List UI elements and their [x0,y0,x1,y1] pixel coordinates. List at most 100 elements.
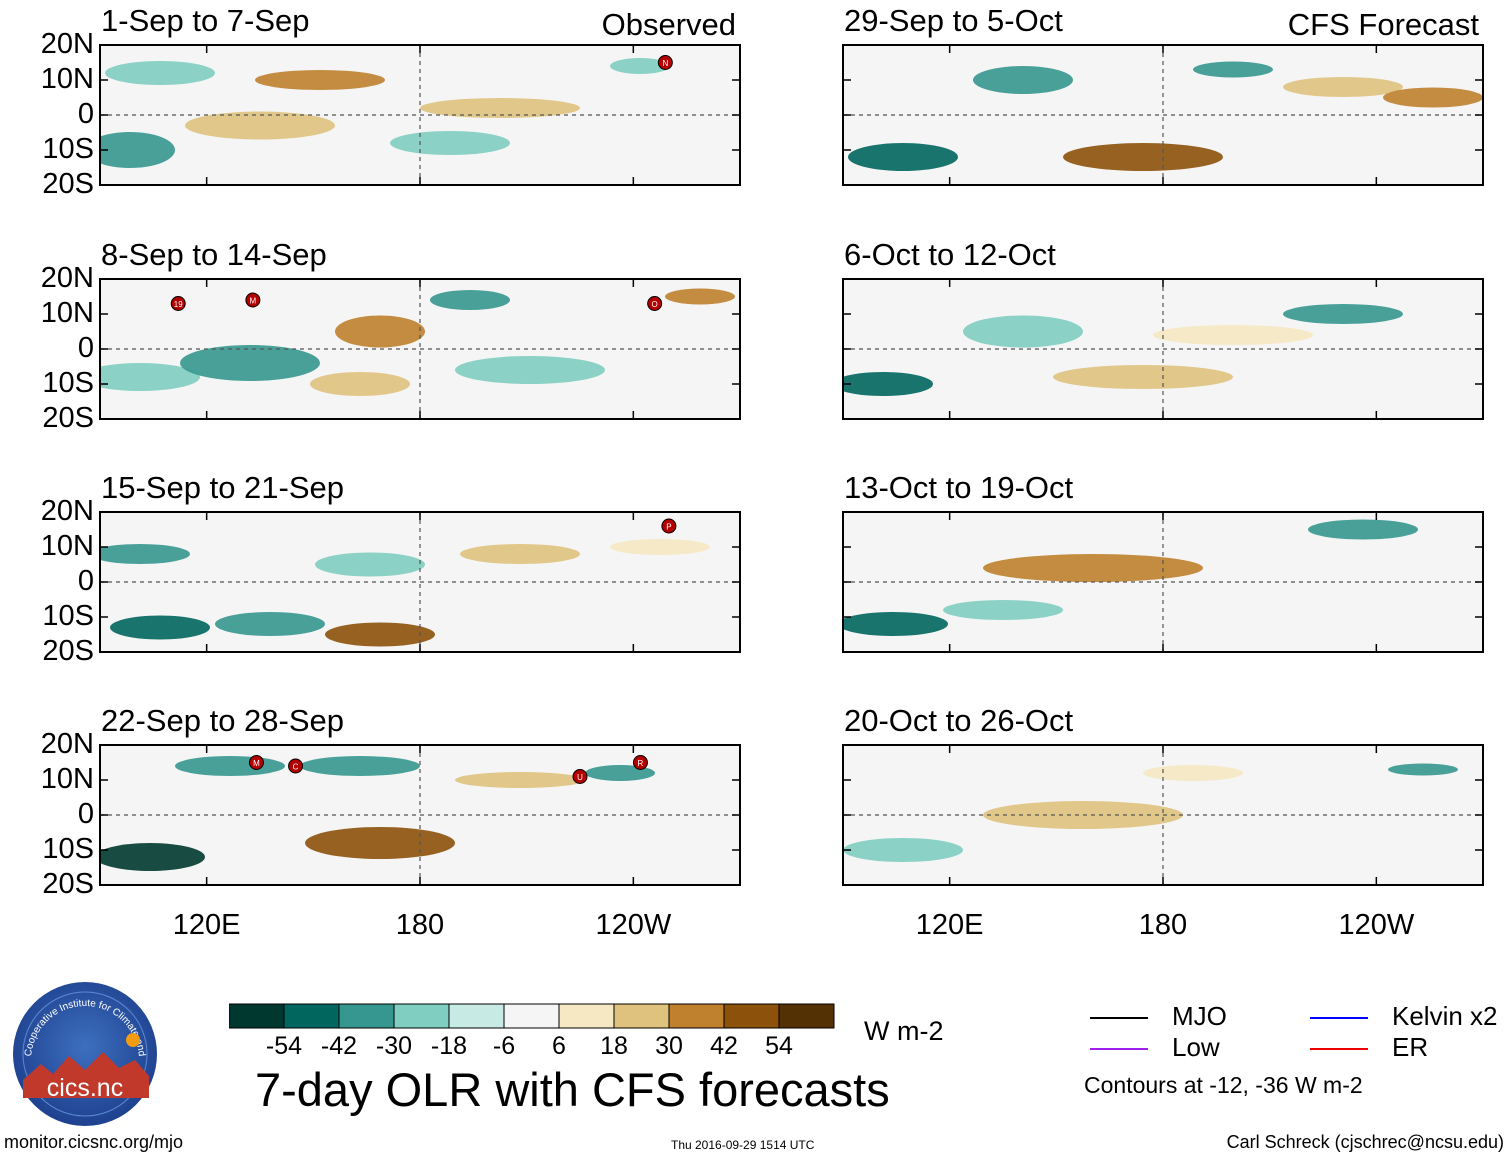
lat-tick-label: 20N [40,28,94,60]
contours-note: Contours at -12, -36 W m-2 [1084,1072,1363,1098]
lat-tick-label: 20S [42,402,94,434]
lat-tick-label: 10S [42,133,94,165]
storm-marker [632,755,648,770]
lat-tick-label: 20N [40,495,94,527]
legend-label: ER [1392,1032,1429,1062]
map-panel: M C U R [99,744,741,886]
colorbar-tick-label: 54 [765,1032,793,1060]
colorbar-tick-label: -54 [265,1032,303,1060]
storm-label: M [250,297,257,306]
olr-anomaly-area [305,827,455,859]
olr-anomaly-area [843,612,948,636]
colorbar-tick-label: -42 [320,1032,358,1060]
storm-label: U [577,773,583,782]
olr-anomaly-area [1383,87,1483,108]
panel-corner-label: Observed [601,7,736,42]
lat-tick-label: 10N [40,63,94,95]
olr-anomaly-area [843,838,963,862]
olr-anomaly-area [325,622,435,647]
panel-title: 6-Oct to 12-Oct [844,237,1056,272]
olr-anomaly-area [105,61,215,85]
map-panel [842,744,1484,886]
colorbar-tick-label: -18 [430,1032,468,1060]
legend-label: Kelvin x2 [1392,1001,1498,1031]
lat-tick-label: 0 [77,332,94,364]
legend-swatch [1310,1017,1368,1019]
olr-anomaly-area [1143,765,1243,781]
olr-anomaly-area [943,600,1063,620]
olr-anomaly-area [1388,763,1458,776]
colorbar-swatch [613,1003,670,1029]
olr-anomaly-area [1053,365,1233,389]
storm-label: C [293,763,299,772]
panel-title: 29-Sep to 5-Oct [844,3,1063,38]
olr-anomaly-area [335,315,425,348]
panel-title: 8-Sep to 14-Sep [101,237,327,272]
lon-tick-label: 120W [595,909,672,941]
storm-label: R [638,759,644,768]
colorbar-tick-label: 18 [600,1032,628,1060]
lat-tick-label: 0 [77,98,94,130]
storm-marker [170,296,186,311]
storm-label: M [253,759,260,768]
lat-tick-label: 10N [40,297,94,329]
lat-tick-label: 20S [42,168,94,200]
colorbar-swatch [448,1003,505,1029]
olr-anomaly-area [175,756,285,776]
colorbar [229,1003,835,1029]
panel-title: 20-Oct to 26-Oct [844,703,1074,738]
olr-anomaly-area [180,345,320,381]
map-panel: P [99,511,741,653]
lon-tick-label: 180 [395,909,445,941]
lat-tick-label: 10S [42,600,94,632]
storm-marker [657,55,673,70]
colorbar-swatch [778,1003,835,1029]
colorbar-swatch [503,1003,560,1029]
olr-anomaly-area [665,288,735,305]
olr-anomaly-area [430,290,510,310]
colorbar-swatch [229,1003,285,1029]
olr-anomaly-area [1153,325,1313,345]
olr-anomaly-area [100,843,205,871]
colorbar-swatch [723,1003,780,1029]
colorbar-tick-label: 6 [552,1032,566,1060]
lat-tick-label: 0 [77,798,94,830]
storm-marker [288,758,304,774]
lat-tick-label: 20S [42,635,94,667]
lat-tick-label: 20N [40,262,94,294]
storm-marker [245,292,261,308]
storm-label: O [652,300,658,309]
legend-label: Low [1172,1032,1220,1062]
colorbar-swatch [283,1003,340,1029]
lat-tick-label: 10S [42,833,94,865]
olr-anomaly-area [973,66,1073,94]
lon-tick-label: 120E [172,909,241,941]
olr-anomaly-area [215,612,325,636]
cicsnc-logo: Cooperative Institute for Climate and Sa… [8,972,159,1128]
lat-tick-label: 0 [77,565,94,597]
olr-anomaly-area [610,539,710,555]
map-panel [842,278,1484,420]
olr-anomaly-area [420,98,580,118]
map-panel: 19 M O [99,278,741,420]
panel-title: 15-Sep to 21-Sep [101,470,345,505]
colorbar-units: W m-2 [864,1016,944,1046]
olr-anomaly-area [185,111,335,140]
olr-anomaly-area [460,544,580,564]
storm-marker [572,769,588,784]
olr-anomaly-area [110,615,210,640]
olr-anomaly-area [315,552,425,577]
olr-anomaly-area [963,315,1083,348]
storm-marker [661,518,677,534]
panel-title: 1-Sep to 7-Sep [101,3,310,38]
storm-label: N [662,59,668,68]
lat-tick-label: 10N [40,530,94,562]
footer-author: Carl Schreck (cjschrec@ncsu.edu) [1226,1132,1504,1152]
colorbar-swatch [668,1003,725,1029]
olr-anomaly-area [1283,304,1403,324]
map-panel [842,511,1484,653]
lat-tick-label: 10S [42,367,94,399]
olr-anomaly-area [100,132,175,168]
olr-anomaly-area [255,70,385,90]
olr-anomaly-area [310,372,410,396]
